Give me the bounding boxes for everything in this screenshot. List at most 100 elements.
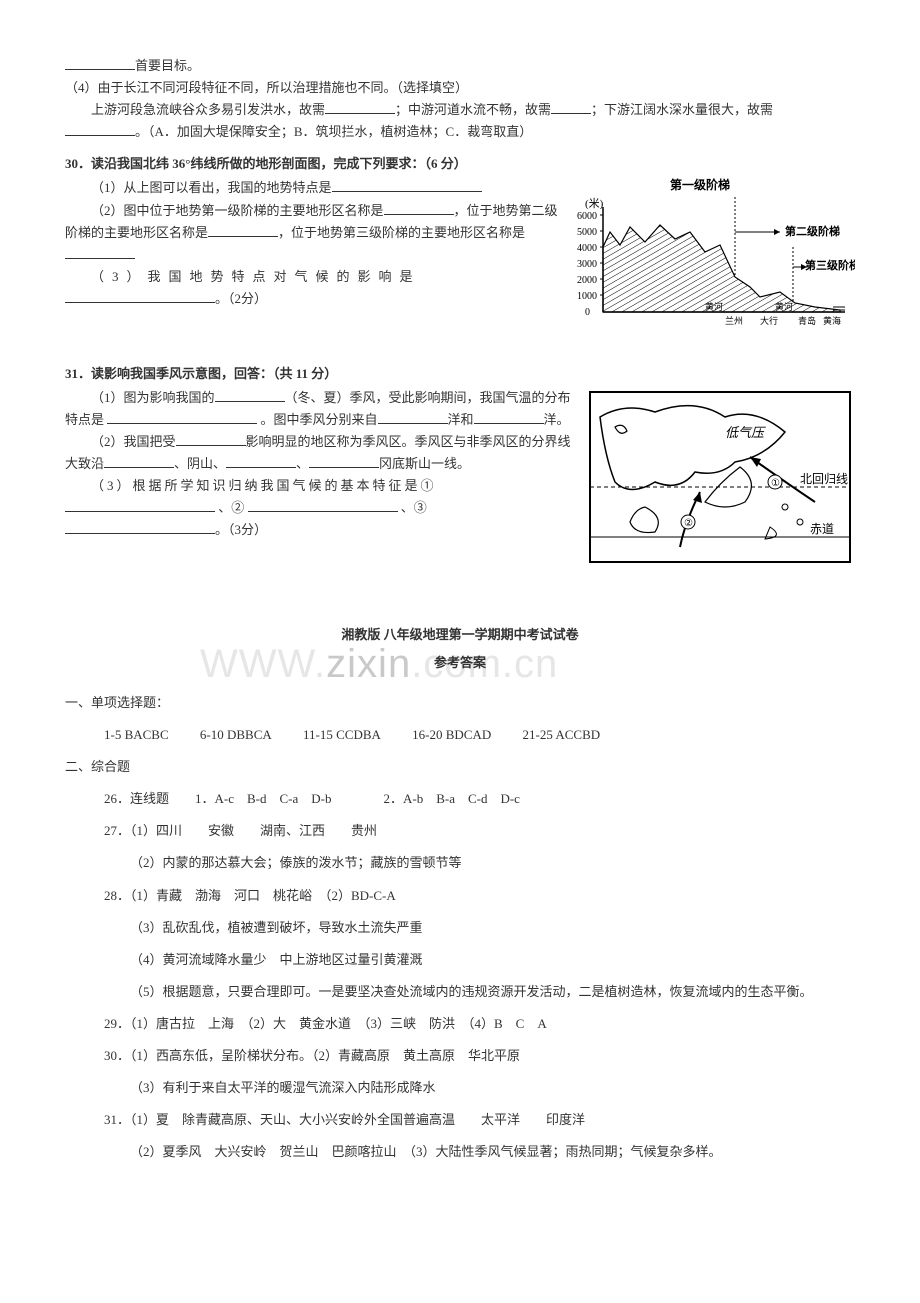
midlabel: 黄河 bbox=[705, 301, 723, 312]
blank bbox=[65, 245, 135, 259]
blank bbox=[65, 289, 215, 303]
q31-p3a: （3）根据所学知识归纳我国气候的基本特征是① bbox=[91, 478, 437, 493]
q31-p3b: 、② bbox=[218, 500, 244, 515]
ytick: 6000 bbox=[577, 211, 597, 222]
sec1-line: 1-5 BACBC 6-10 DBBCA 11-15 CCDBA 16-20 B… bbox=[65, 724, 855, 746]
q30-row: （1）从上图可以看出，我国的地势特点是 （2）图中位于地势第一级阶梯的主要地形区… bbox=[65, 177, 855, 344]
q29-p4a: 上游河段急流峡谷众多易引发洪水，故需 bbox=[91, 102, 325, 117]
q30-p1: （1）从上图可以看出，我国的地势特点是 bbox=[91, 180, 332, 195]
answer-title: 湘教版 八年级地理第一学期期中考试试卷 bbox=[65, 624, 855, 646]
q31-p1-line: （1）图为影响我国的（冬、夏）季风，受此影响期间，我国气温的分布特点是 。图中季… bbox=[65, 387, 575, 431]
blank bbox=[104, 454, 174, 468]
blank bbox=[176, 432, 246, 446]
ytick: 4000 bbox=[577, 243, 597, 254]
mc1: 1-5 BACBC bbox=[104, 727, 169, 742]
blank bbox=[332, 178, 482, 192]
monsoon-map-svg: 低气压 北回归线 赤道 ① ② bbox=[585, 387, 855, 567]
a30-1: 30．（1）西高东低，呈阶梯状分布。（2）青藏高原 黄土高原 华北平原 bbox=[65, 1045, 855, 1067]
a27-1: 27．（1）四川 安徽 湖南、江西 贵州 bbox=[65, 820, 855, 842]
answer-subtitle: 参考答案 bbox=[65, 652, 855, 674]
a26: 26．连线题 1．A-c B-d C-a D-b 2．A-b B-a C-d D… bbox=[65, 788, 855, 810]
a29: 29．（1）唐古拉 上海 （2）大 黄金水道 （3）三峡 防洪 （4）B C A bbox=[65, 1013, 855, 1035]
q29-p4d: 。（A．加固大堤保障安全；B．筑坝拦水，植树造林；C．裁弯取直） bbox=[135, 124, 532, 139]
q31-p1e: 洋。 bbox=[544, 412, 570, 427]
blank bbox=[325, 100, 395, 114]
q30-p2-line: （2）图中位于地势第一级阶梯的主要地形区名称是，位于地势第二级阶梯的主要地形区名… bbox=[65, 200, 565, 266]
blank bbox=[65, 122, 135, 136]
xlabel: 青岛 bbox=[798, 315, 816, 326]
q31-p3-line: （3）根据所学知识归纳我国气候的基本特征是① bbox=[65, 475, 575, 497]
q30-chart: 第一级阶梯 (米) 6000 5000 4000 3000 2000 1000 … bbox=[575, 177, 855, 344]
terrain-profile-svg: 第一级阶梯 (米) 6000 5000 4000 3000 2000 1000 … bbox=[575, 177, 855, 337]
step2-label: 第二级阶梯 bbox=[785, 224, 840, 238]
xlabel: 大行 bbox=[760, 315, 778, 326]
page-content: 首要目标。 （4）由于长江不同河段特征不同，所以治理措施也不同。（选择填空） 上… bbox=[65, 55, 855, 1163]
q30-p3end: 。（2分） bbox=[215, 291, 267, 306]
q31-row: （1）图为影响我国的（冬、夏）季风，受此影响期间，我国气温的分布特点是 。图中季… bbox=[65, 387, 855, 574]
q31-p1a: （1）图为影响我国的 bbox=[91, 390, 215, 405]
ylabel: (米) bbox=[585, 197, 604, 210]
q31-p2e: 冈底斯山一线。 bbox=[379, 456, 470, 471]
xlabel: 黄河 bbox=[775, 301, 793, 312]
a28-3: （3）乱砍乱伐，植被遭到破坏，导致水土流失严重 bbox=[65, 917, 855, 939]
q31-map: 低气压 北回归线 赤道 ① ② bbox=[585, 387, 855, 574]
mc4: 16-20 BDCAD bbox=[412, 727, 491, 742]
blank bbox=[378, 410, 448, 424]
q31-p1c: 。图中季风分别来自 bbox=[261, 412, 378, 427]
q31-p2-line: （2）我国把受影响明显的地区称为季风区。季风区与非季风区的分界线大致沿、阴山、、… bbox=[65, 431, 575, 475]
arrow2-label: ② bbox=[684, 518, 693, 529]
ytick: 2000 bbox=[577, 275, 597, 286]
q30-p3-end: 。（2分） bbox=[65, 288, 565, 310]
xlabel: 兰州 bbox=[725, 315, 743, 326]
q30-text: （1）从上图可以看出，我国的地势特点是 （2）图中位于地势第一级阶梯的主要地形区… bbox=[65, 177, 565, 310]
q31-p2c: 、阴山、 bbox=[174, 456, 226, 471]
q29-p4: （4）由于长江不同河段特征不同，所以治理措施也不同。（选择填空） bbox=[65, 77, 855, 99]
q30-p2c: ，位于地势第三级阶梯的主要地形区名称是 bbox=[278, 225, 525, 240]
a30-3: （3）有利于来自太平洋的暖湿气流深入内陆形成降水 bbox=[65, 1077, 855, 1099]
q31-p2a: （2）我国把受 bbox=[91, 434, 176, 449]
q29-p4b: ；中游河道水流不畅，故需 bbox=[395, 102, 551, 117]
q29-tail: 首要目标。 bbox=[135, 58, 200, 73]
q30-p3: （3）我国地势特点对气候的影响是 bbox=[65, 266, 421, 288]
q29-p4-line: 上游河段急流峡谷众多易引发洪水，故需 ；中游河道水流不畅，故需 ；下游江阔水深水量很… bbox=[65, 99, 855, 121]
mc5: 21-25 ACCBD bbox=[523, 727, 601, 742]
mc2: 6-10 DBBCA bbox=[200, 727, 272, 742]
blank bbox=[309, 454, 379, 468]
q30-title: 30．读沿我国北纬 36°纬线所做的地形剖面图，完成下列要求：（6 分） bbox=[65, 153, 855, 175]
tropic-label: 北回归线 bbox=[800, 472, 848, 486]
a31-2: （2）夏季风 大兴安岭 贺兰山 巴颜喀拉山 （3）大陆性季风气候显著；雨热同期；… bbox=[65, 1141, 855, 1163]
arrow1-label: ① bbox=[771, 478, 780, 489]
q29-tail-line: 首要目标。 bbox=[65, 55, 855, 77]
ytick: 1000 bbox=[577, 291, 597, 302]
blank bbox=[474, 410, 544, 424]
blank bbox=[65, 520, 215, 534]
blank bbox=[208, 223, 278, 237]
q29-p4c: ；下游江阔水深水量很大，故需 bbox=[591, 102, 773, 117]
a27-2: （2）内蒙的那达慕大会；傣族的泼水节；藏族的雪顿节等 bbox=[65, 852, 855, 874]
ytick: 5000 bbox=[577, 227, 597, 238]
blank bbox=[551, 100, 591, 114]
a28-4: （4）黄河流域降水量少 中上游地区过量引黄灌溉 bbox=[65, 949, 855, 971]
q31-p3end: 。（3分） bbox=[215, 522, 267, 537]
q30-p2a: （2）图中位于地势第一级阶梯的主要地形区名称是 bbox=[91, 203, 384, 218]
blank bbox=[248, 498, 398, 512]
q29-p4d-line: 。（A．加固大堤保障安全；B．筑坝拦水，植树造林；C．裁弯取直） bbox=[65, 121, 855, 143]
xlabel: 黄海 bbox=[823, 315, 841, 326]
blank bbox=[384, 201, 454, 215]
equator-label: 赤道 bbox=[810, 522, 834, 536]
q31-p3-end: 。（3分） bbox=[65, 519, 575, 541]
blank bbox=[215, 388, 285, 402]
answers-block: 一、单项选择题： 1-5 BACBC 6-10 DBBCA 11-15 CCDB… bbox=[65, 692, 855, 1163]
q31-title: 31．读影响我国季风示意图，回答：（共 11 分） bbox=[65, 363, 855, 385]
a31-1: 31．（1）夏 除青藏高原、天山、大小兴安岭外全国普遍高温 太平洋 印度洋 bbox=[65, 1109, 855, 1131]
blank bbox=[107, 410, 257, 424]
blank bbox=[65, 56, 135, 70]
q30-p3-line: （3）我国地势特点对气候的影响是 bbox=[65, 266, 565, 288]
ytick: 0 bbox=[585, 307, 590, 318]
sec2-title: 二、综合题 bbox=[65, 756, 855, 778]
blank bbox=[226, 454, 296, 468]
q31-text: （1）图为影响我国的（冬、夏）季风，受此影响期间，我国气温的分布特点是 。图中季… bbox=[65, 387, 575, 542]
q31-p3c: 、③ bbox=[401, 500, 427, 515]
step1-label: 第一级阶梯 bbox=[670, 177, 730, 192]
q31-p2d: 、 bbox=[296, 456, 309, 471]
